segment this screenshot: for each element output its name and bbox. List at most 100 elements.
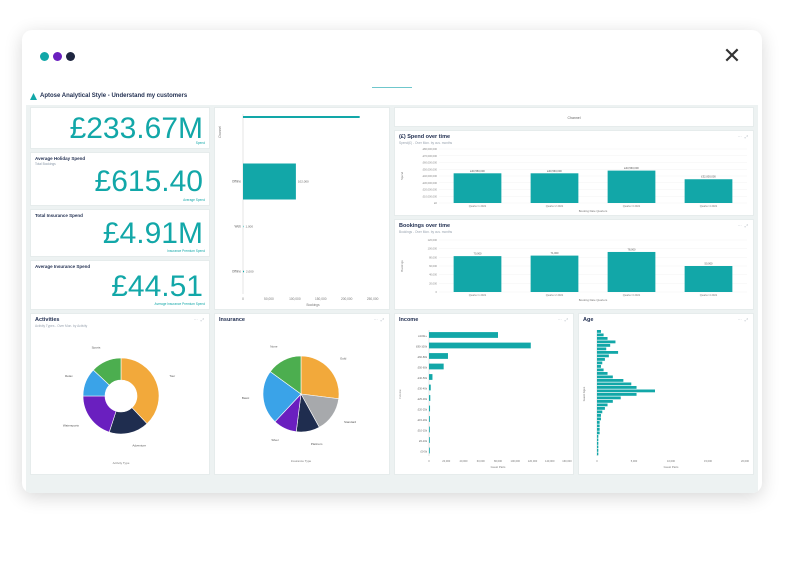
kpi-subtitle: Total Bookings	[35, 162, 56, 166]
x-tick-label: Quarter 2 2021	[546, 293, 564, 297]
time-bar	[453, 256, 502, 292]
x-axis-label: Booking Date Quarters	[579, 298, 608, 302]
y-tick-label: £0-5k	[421, 449, 428, 453]
age-bar	[597, 365, 601, 368]
x-tick-label: 120,000	[528, 459, 538, 463]
bookings-over-time-panel[interactable]: Bookings over time Bookings - Over Mon. …	[394, 219, 754, 310]
channel-bookings-panel[interactable]: Offline 102,000 Web 1,000 Offline 2,000 0 50,00…	[214, 107, 390, 310]
y-axis-label: Channel	[218, 126, 222, 138]
age-bar	[597, 410, 603, 414]
x-tick-label: 20,000	[741, 459, 749, 463]
slice-label: Platinum	[311, 442, 323, 446]
channel-filter-label: Channel	[567, 116, 581, 120]
time-bar	[530, 255, 579, 292]
age-bar	[597, 424, 600, 428]
age-bar	[597, 347, 607, 351]
x-axis-label: Bookings	[306, 303, 320, 307]
income-bar	[429, 353, 448, 359]
x-tick-label: Quarter 4 2021	[700, 293, 718, 297]
panel-menu-icon[interactable]: ⋯ ⤢	[737, 317, 749, 322]
x-tick-label: 60,000	[477, 459, 485, 463]
y-tick-label: 0	[436, 290, 438, 294]
age-bar	[597, 428, 600, 431]
window-dot-navy	[66, 52, 75, 61]
x-tick-label: 20,000	[442, 459, 450, 463]
dashboard-canvas: £233.67M Spend Average Holiday Spend Tot…	[26, 105, 758, 493]
age-bar	[597, 403, 608, 407]
age-bar	[597, 330, 601, 333]
insurance-panel[interactable]: Insurance ⋯ ⤢ Gold Standard Platinum Silver…	[214, 313, 390, 475]
income-bar	[429, 416, 430, 422]
panel-menu-icon[interactable]: ⋯ ⤢	[373, 317, 385, 322]
x-tick-label: 100,000	[511, 459, 521, 463]
close-icon[interactable]: ✕	[722, 44, 742, 69]
age-bar	[597, 354, 609, 358]
y-tick-label: £60,000,000	[423, 161, 438, 165]
age-bar	[597, 382, 632, 386]
activities-panel[interactable]: Activities Activity Types - Over Mon. by…	[30, 313, 210, 475]
kpi-card-average-holiday-spend[interactable]: Average Holiday Spend Total Bookings £61…	[30, 152, 210, 206]
window-titlebar: ✕	[22, 30, 762, 86]
bar-value-label: 71,000	[551, 251, 559, 255]
kpi-value: £615.40	[94, 165, 203, 198]
kpi-value: £44.51	[111, 270, 203, 303]
y-tick-label: £50-60k	[418, 365, 428, 369]
kpi-caption: Insurance Premium Spend	[167, 249, 205, 253]
income-bar	[429, 384, 431, 391]
age-bar-chart: 0 5,000 10,000 15,000 20,000 Guest Parts Guest…	[582, 330, 750, 469]
panel-subtitle: Bookings - Over Mon. by cus. months	[399, 230, 453, 234]
bar-value-label: £43,560,000	[624, 166, 639, 170]
age-bar	[597, 389, 655, 393]
kpi-card-total-insurance-spend[interactable]: Total Insurance Spend £4.91M Insurance P…	[30, 209, 210, 257]
kpi-title: Average Insurance Spend	[35, 264, 91, 269]
y-tick-label: £5-10k	[419, 439, 428, 443]
panel-menu-icon[interactable]: ⋯ ⤢	[737, 134, 749, 139]
age-bar	[597, 351, 619, 354]
age-bar	[597, 407, 605, 410]
age-bar	[597, 368, 604, 372]
bookings-over-time-chart: 0 20,000 40,000 60,000 80,000 100,000 120,000 7…	[400, 238, 747, 302]
age-bar	[597, 393, 637, 396]
kpi-card-total-spend[interactable]: £233.67M Spend	[30, 107, 210, 149]
age-bar	[597, 375, 613, 379]
panel-title: Age	[583, 317, 594, 323]
age-bar	[597, 361, 603, 365]
y-tick-label: £100k+	[418, 334, 427, 338]
income-panel[interactable]: Income ⋯ ⤢ £100k+ £80-100k £60-80k £50-60k £…	[394, 313, 574, 475]
panel-menu-icon[interactable]: ⋯ ⤢	[193, 317, 205, 322]
panel-title: Activities	[35, 317, 60, 323]
channel-bar	[243, 116, 360, 118]
time-bar	[607, 170, 656, 203]
x-tick-label: Quarter 1 2021	[469, 293, 487, 297]
y-axis-label: Spend	[400, 172, 404, 181]
bar-value-label: 78,000	[628, 247, 636, 251]
x-axis-label: Insurance Type	[291, 459, 312, 463]
slice-label: Gold	[340, 357, 347, 361]
x-tick-label: 40,000	[460, 459, 468, 463]
x-tick-label: 80,000	[494, 459, 502, 463]
channel-filter-panel[interactable]: Channel	[394, 107, 754, 127]
y-tick-label: 40,000	[429, 273, 437, 277]
panel-menu-icon[interactable]: ⋯ ⤢	[737, 223, 749, 228]
y-tick-label: 20,000	[429, 281, 437, 285]
panel-subtitle: Spend(£) - Over Mon. by cus. months	[399, 141, 453, 145]
kpi-card-average-insurance-spend[interactable]: Average Insurance Spend £44.51 Average I…	[30, 260, 210, 310]
channel-value-label: 102,000	[298, 180, 309, 184]
age-bar	[597, 435, 599, 438]
window-dot-teal	[40, 52, 49, 61]
time-bar	[684, 179, 733, 203]
age-bar	[597, 337, 608, 340]
x-tick-label: Quarter 4 2021	[700, 204, 718, 208]
slice-label: Sports	[92, 345, 101, 349]
age-panel[interactable]: Age ⋯ ⤢ 0 5,000 10,000 15,000 20,000 Guest Pa…	[578, 313, 754, 475]
x-tick-label: 10,000	[667, 459, 675, 463]
y-tick-label: £50,000,000	[423, 167, 438, 171]
x-axis-label: Guest Parts	[664, 465, 679, 469]
channel-category-label: Offline	[232, 180, 241, 184]
panel-menu-icon[interactable]: ⋯ ⤢	[557, 317, 569, 322]
income-bar	[429, 426, 430, 433]
spend-over-time-panel[interactable]: (£) Spend over time Spend(£) - Over Mon.…	[394, 130, 754, 216]
age-bar	[597, 358, 605, 361]
y-tick-label: £30,000,000	[423, 181, 438, 185]
x-tick-label: 0	[242, 297, 244, 301]
